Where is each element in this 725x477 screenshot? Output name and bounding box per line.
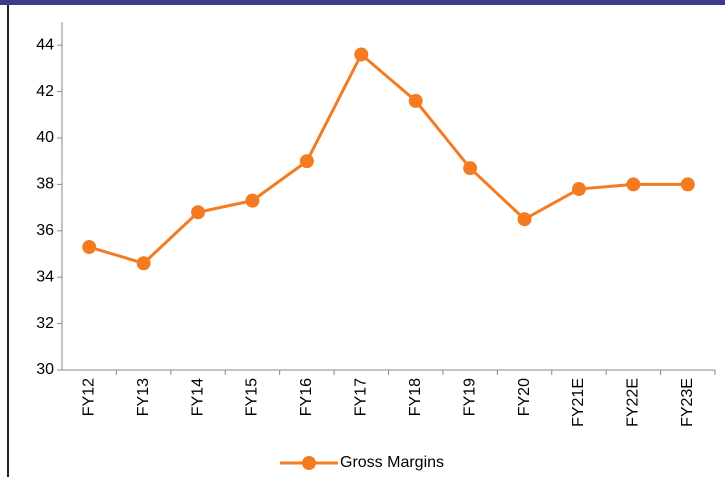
x-tick-label: FY12 (80, 378, 97, 416)
data-point (517, 212, 532, 227)
x-tick-label: FY22E (625, 378, 642, 427)
data-point (299, 154, 314, 169)
x-tick-label: FY19 (461, 378, 478, 416)
data-point (245, 193, 260, 208)
y-tick-label: 36 (36, 222, 54, 239)
x-tick-label: FY14 (189, 378, 206, 416)
x-tick-label: FY16 (298, 378, 315, 416)
x-tick-label: FY15 (244, 378, 261, 416)
data-point (408, 93, 423, 108)
data-point (463, 161, 478, 176)
y-tick-label: 40 (36, 129, 54, 146)
data-point (626, 177, 641, 192)
data-point (680, 177, 695, 192)
y-tick-label: 44 (36, 36, 54, 53)
y-tick-label: 34 (36, 268, 54, 285)
top-bar (0, 0, 725, 5)
y-tick-label: 42 (36, 83, 54, 100)
x-tick-label: FY23E (679, 378, 696, 427)
y-tick-label: 38 (36, 176, 54, 193)
x-tick-label: FY17 (353, 378, 370, 416)
x-tick-label: FY13 (135, 378, 152, 416)
series-line (88, 52, 688, 265)
x-tick-label: FY20 (516, 378, 533, 416)
legend-label: Gross Margins (340, 454, 444, 471)
y-tick-label: 30 (36, 361, 54, 378)
y-tick-label: 32 (36, 315, 54, 332)
data-point (571, 182, 586, 197)
data-point (136, 256, 151, 271)
x-tick-label: FY21E (570, 378, 587, 427)
data-point (191, 205, 206, 220)
data-point (354, 47, 369, 62)
x-tick-label: FY18 (407, 378, 424, 416)
data-point (82, 240, 97, 255)
legend-marker (302, 456, 316, 470)
